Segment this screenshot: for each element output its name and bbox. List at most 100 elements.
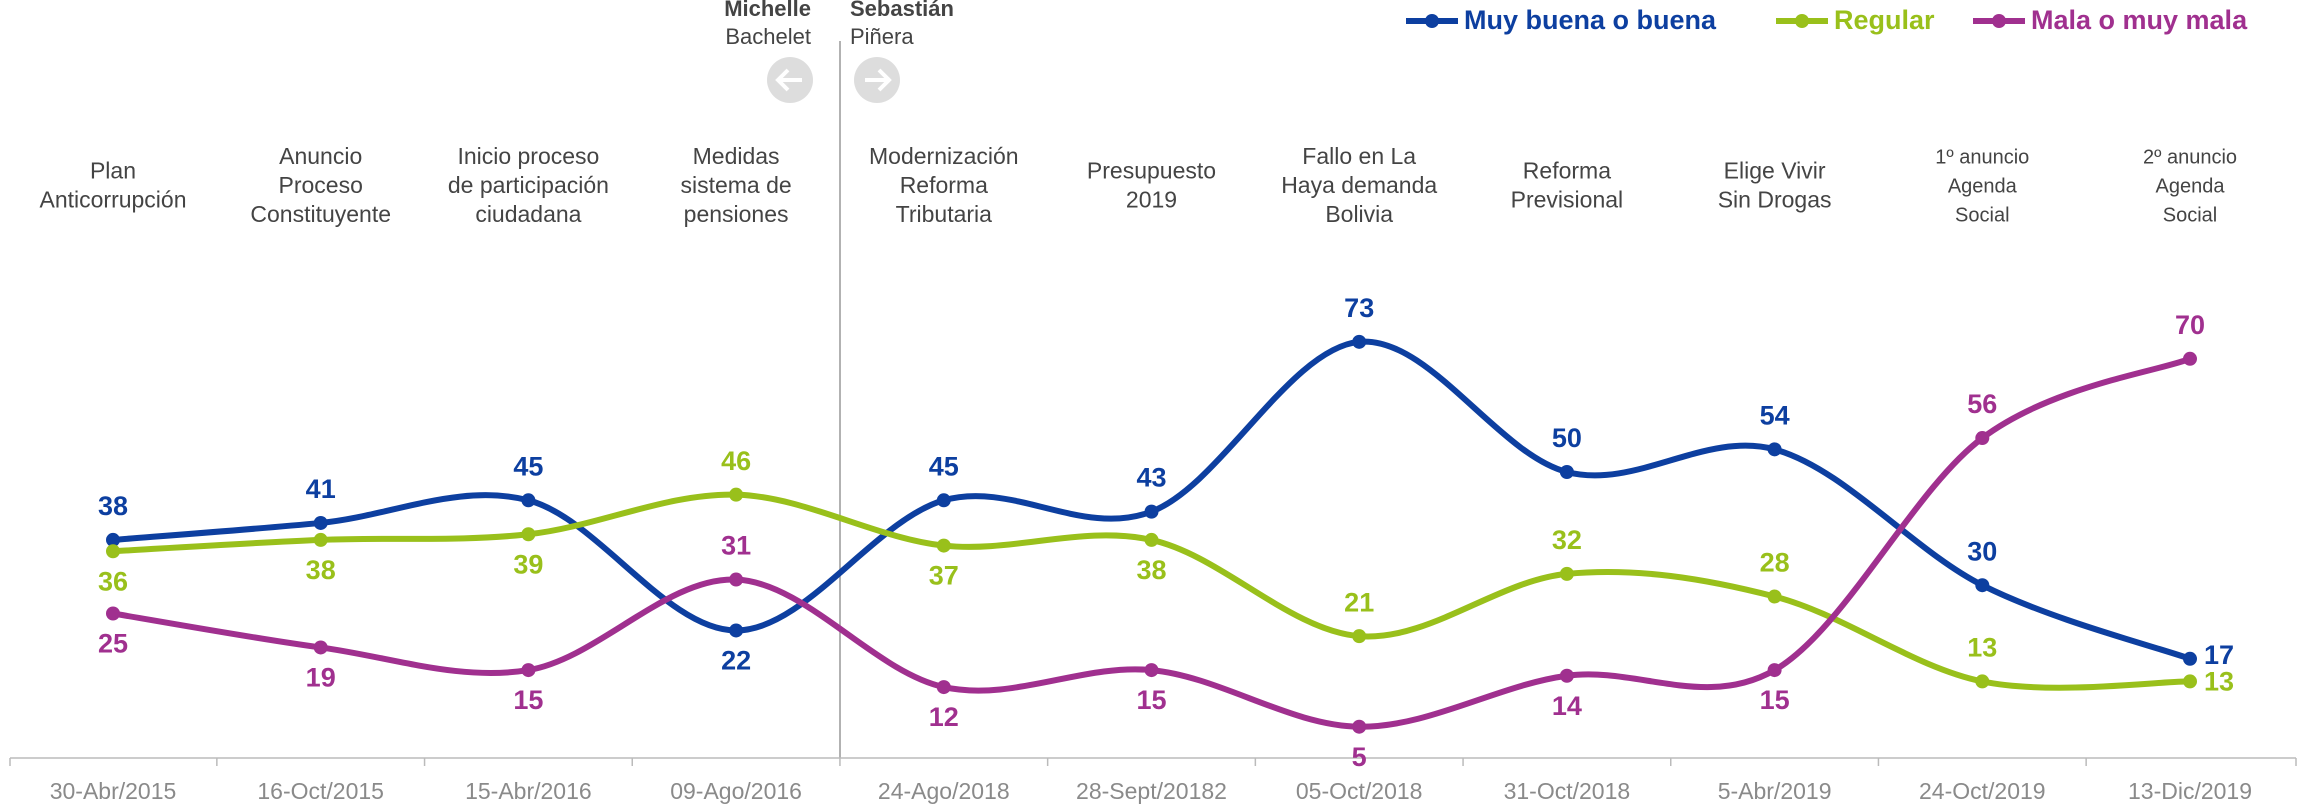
event-label: Inicio proceso [457, 143, 599, 169]
event-label: Modernización [869, 143, 1019, 169]
data-point [1144, 663, 1159, 678]
prev-arrow [767, 57, 813, 103]
data-point [2183, 351, 2197, 366]
event-label: Haya demanda [1281, 172, 1437, 198]
data-label: 38 [1136, 555, 1166, 585]
legend-marker [1425, 14, 1439, 28]
data-point [1975, 578, 1990, 593]
data-label: 31 [721, 531, 751, 561]
data-label: 56 [1967, 389, 1997, 419]
data-point [729, 572, 744, 587]
data-point [1352, 719, 1367, 734]
data-label: 30 [1967, 536, 1997, 566]
event-label: Reforma [1523, 158, 1611, 184]
data-point [313, 532, 328, 547]
event-label: 2019 [1126, 187, 1177, 213]
series-line [110, 338, 2193, 662]
data-label: 73 [1344, 293, 1374, 323]
event-label: Elige Vivir [1724, 158, 1826, 184]
data-point [521, 527, 536, 542]
data-point [313, 515, 328, 530]
next-arrow [854, 57, 900, 103]
event-label: Fallo en La [1302, 143, 1416, 169]
legend-label: Muy buena o buena [1464, 5, 1717, 35]
event-label: pensiones [684, 201, 789, 227]
data-point [2183, 674, 2197, 689]
data-point [936, 680, 951, 695]
data-point [106, 544, 120, 559]
data-label: 70 [2175, 310, 2205, 340]
event-label: Tributaria [896, 201, 992, 227]
data-point [106, 532, 120, 547]
data-point [1352, 334, 1367, 349]
data-point [729, 623, 744, 638]
data-point [521, 663, 536, 678]
series-line [110, 491, 2193, 691]
data-point [1767, 663, 1782, 678]
data-label: 25 [98, 629, 128, 659]
legend-marker [1992, 14, 2006, 28]
event-label: Agenda [2156, 175, 2226, 197]
data-label: 39 [513, 549, 543, 579]
event-label: Reforma [900, 172, 988, 198]
data-label: 21 [1344, 587, 1374, 617]
data-label: 15 [513, 685, 543, 715]
x-tick-label: 31-Oct/2018 [1504, 778, 1631, 804]
data-label: 13 [2204, 667, 2234, 697]
data-point [1144, 532, 1159, 547]
data-label: 32 [1552, 525, 1582, 555]
event-label: Social [2163, 204, 2217, 226]
x-tick-label: 05-Oct/2018 [1296, 778, 1423, 804]
event-label: 1º anuncio [1935, 146, 2029, 168]
data-point [1352, 629, 1367, 644]
data-point [521, 493, 536, 508]
legend-label: Regular [1834, 5, 1935, 35]
x-tick-label: 09-Ago/2016 [670, 778, 802, 804]
event-label: Constituyente [250, 201, 391, 227]
data-label: 45 [513, 451, 543, 481]
data-label: 28 [1760, 548, 1790, 578]
x-tick-label: 24-Ago/2018 [878, 778, 1010, 804]
data-point [1559, 668, 1574, 683]
event-label: Plan [90, 158, 136, 184]
event-label: Medidas [693, 143, 780, 169]
event-label: Sin Drogas [1718, 187, 1832, 213]
event-label: Agenda [1948, 175, 2018, 197]
data-label: 50 [1552, 423, 1582, 453]
event-label: Social [1955, 204, 2009, 226]
event-label: Bolivia [1325, 201, 1393, 227]
data-point [936, 538, 951, 553]
data-label: 43 [1136, 463, 1166, 493]
divider-label: Michelle [724, 0, 811, 21]
series-line [110, 355, 2193, 730]
x-tick-label: 24-Oct/2019 [1919, 778, 2046, 804]
data-label: 22 [721, 646, 751, 676]
data-point [1767, 442, 1782, 457]
data-point [1975, 674, 1990, 689]
data-label: 54 [1760, 400, 1790, 430]
event-label: Presupuesto [1087, 158, 1216, 184]
x-tick-label: 15-Abr/2016 [465, 778, 592, 804]
data-point [2183, 651, 2197, 666]
data-point [1767, 589, 1782, 604]
legend-label: Mala o muy mala [2031, 5, 2248, 35]
x-tick-label: 28-Sept/20182 [1076, 778, 1227, 804]
data-label: 17 [2204, 640, 2234, 670]
data-label: 15 [1760, 685, 1790, 715]
event-label: Anuncio [279, 143, 362, 169]
data-point [729, 487, 744, 502]
data-point [1975, 431, 1990, 446]
data-point [936, 493, 951, 508]
data-label: 5 [1352, 742, 1367, 772]
event-label: 2º anuncio [2143, 146, 2237, 168]
data-label: 45 [929, 451, 959, 481]
data-point [1144, 504, 1159, 519]
divider-label: Bachelet [725, 24, 811, 49]
event-label: ciudadana [475, 201, 581, 227]
divider-label: Piñera [850, 24, 914, 49]
x-tick-label: 16-Oct/2015 [257, 778, 384, 804]
x-tick-label: 13-Dic/2019 [2128, 778, 2252, 804]
data-label: 14 [1552, 691, 1582, 721]
x-tick-label: 30-Abr/2015 [50, 778, 177, 804]
